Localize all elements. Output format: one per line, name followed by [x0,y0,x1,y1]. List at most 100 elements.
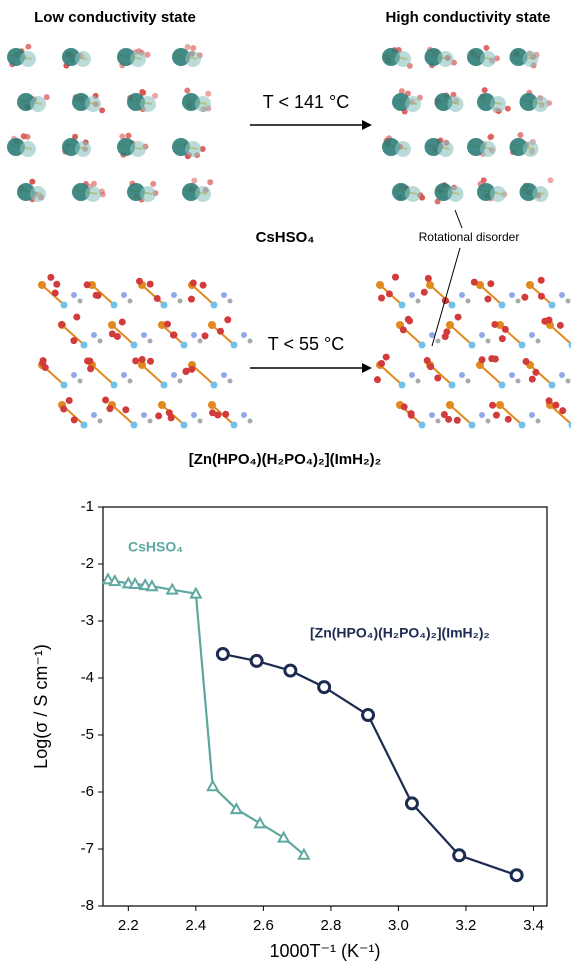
y-tick-label: -5 [81,726,94,743]
oxygen [484,296,491,303]
oxygen [386,290,393,297]
oxygen [487,280,494,287]
marker [251,655,262,666]
x-tick-label: 2.4 [185,917,206,934]
carbon [536,419,541,424]
carbon [516,379,521,384]
compound-label: CsHSO₄ [256,229,315,246]
phosphorus [108,321,116,329]
nitrogen [479,332,485,338]
oxygen [547,177,553,183]
nitrogen [141,412,147,418]
cesium [405,186,421,202]
bond [380,365,400,383]
oxygen [559,407,566,414]
carbon [466,299,471,304]
carbon [566,299,571,304]
oxygen [184,87,190,93]
marker [454,850,465,861]
cesium [185,51,201,67]
nitrogen [529,332,535,338]
oxygen [126,133,132,139]
zinc [519,342,526,349]
oxygen [147,281,154,288]
oxygen [25,44,31,50]
nitrogen [241,332,247,338]
zinc [549,382,556,389]
oxygen [541,318,548,325]
marker [319,682,330,693]
low-state-label: Low conductivity state [34,9,196,26]
oxygen [66,397,73,404]
oxygen [538,277,545,284]
bond [480,365,500,383]
oxygen [505,416,512,423]
series-line [108,579,304,854]
oxygen [150,181,156,187]
zinc [161,302,168,309]
oxygen [455,314,462,321]
nitrogen [509,372,515,378]
oxygen [200,282,207,289]
oxygen [401,403,408,410]
zinc [449,302,456,309]
x-tick-label: 2.8 [320,917,341,934]
oxygen [499,335,506,342]
oxygen [154,295,161,302]
oxygen [378,294,385,301]
oxygen [479,356,486,363]
bond [142,365,162,383]
oxygen [44,94,50,100]
oxygen [188,296,195,303]
oxygen [190,279,197,286]
nitrogen [409,372,415,378]
carbon [416,379,421,384]
oxygen [483,45,489,51]
zinc [449,382,456,389]
zinc [61,302,68,309]
oxygen [425,275,432,282]
oxygen [24,134,30,140]
zinc [81,422,88,429]
oxygen [60,406,67,413]
zinc [231,342,238,349]
zinc [231,422,238,429]
carbon [178,379,183,384]
carbon [436,339,441,344]
oxygen [552,402,559,409]
carbon [516,299,521,304]
zinc [211,302,218,309]
carbon [248,339,253,344]
cesium [130,141,146,157]
y-tick-label: -7 [81,840,94,857]
oxygen [488,133,494,139]
nitrogen [409,292,415,298]
carbon [466,379,471,384]
cesium [448,186,464,202]
oxygen [52,289,59,296]
oxygen [383,354,390,361]
oxygen [190,45,196,51]
oxygen [147,358,154,365]
carbon [198,339,203,344]
carbon [98,419,103,424]
y-tick-label: -2 [81,555,94,572]
oxygen [491,321,498,328]
cesium [20,51,36,67]
nitrogen [559,292,565,298]
carbon [178,299,183,304]
cesium [30,96,46,112]
nitrogen [141,332,147,338]
carbon [78,379,83,384]
oxygen [102,396,109,403]
cesium [20,141,36,157]
oxygen [443,328,450,335]
oxygen [222,411,229,418]
oxygen [185,44,191,50]
zinc [469,342,476,349]
oxygen [434,374,441,381]
marker [110,576,120,585]
bond [112,405,132,423]
oxygen [214,412,221,419]
marker [279,833,289,842]
